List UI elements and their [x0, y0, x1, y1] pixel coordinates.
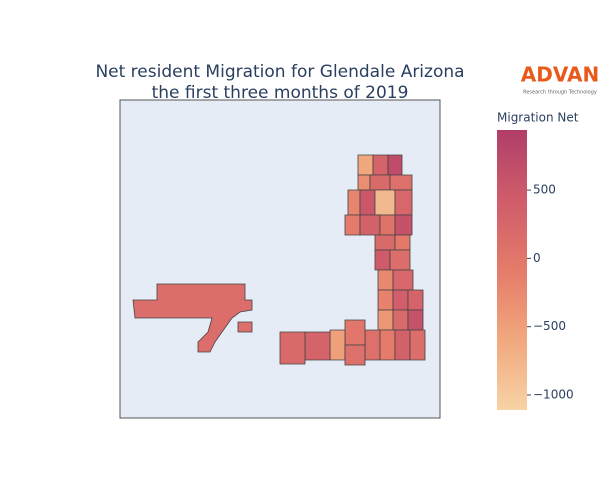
region [359, 189, 376, 216]
region [374, 189, 396, 216]
chart-title: the first three months of 2019 [152, 83, 409, 103]
colorbar-tick-label: −500 [533, 319, 566, 333]
region [304, 331, 331, 361]
chart-title: Net resident Migration for Glendale Ariz… [95, 62, 464, 82]
region [409, 329, 426, 361]
region [389, 249, 411, 271]
region [379, 214, 396, 236]
colorbar-tick-label: 500 [533, 183, 556, 197]
colorbar-tick-label: −1000 [533, 387, 574, 401]
region [407, 289, 424, 311]
region [407, 309, 424, 331]
region [379, 329, 396, 361]
region [344, 344, 366, 366]
colorbar-ticks: 500 0 −500 −1000 [527, 183, 574, 401]
region [132, 283, 253, 353]
region [372, 154, 389, 176]
region [359, 214, 381, 236]
colorbar-tick-label: 0 [533, 251, 541, 265]
region [394, 329, 411, 361]
colorbar [497, 130, 527, 410]
region [347, 189, 361, 216]
region [364, 329, 381, 361]
region [374, 249, 391, 271]
region [394, 189, 413, 216]
region [369, 174, 391, 191]
region [329, 329, 346, 361]
region [392, 309, 409, 331]
regions [132, 154, 426, 366]
region [357, 154, 374, 176]
region [377, 269, 394, 291]
region [374, 234, 396, 251]
logo: ADVAN [521, 63, 599, 87]
region [237, 321, 253, 333]
region [344, 319, 366, 346]
region [279, 331, 306, 365]
region [394, 234, 411, 251]
region [377, 309, 394, 331]
colorbar-title: Migration Net [497, 111, 579, 125]
logo-tagline: Research through Technology [523, 90, 597, 96]
region [387, 154, 403, 176]
region [377, 289, 394, 311]
region [392, 269, 414, 291]
region [389, 174, 413, 191]
region [392, 289, 409, 311]
region [394, 214, 413, 236]
region [357, 174, 371, 191]
region [344, 214, 361, 236]
